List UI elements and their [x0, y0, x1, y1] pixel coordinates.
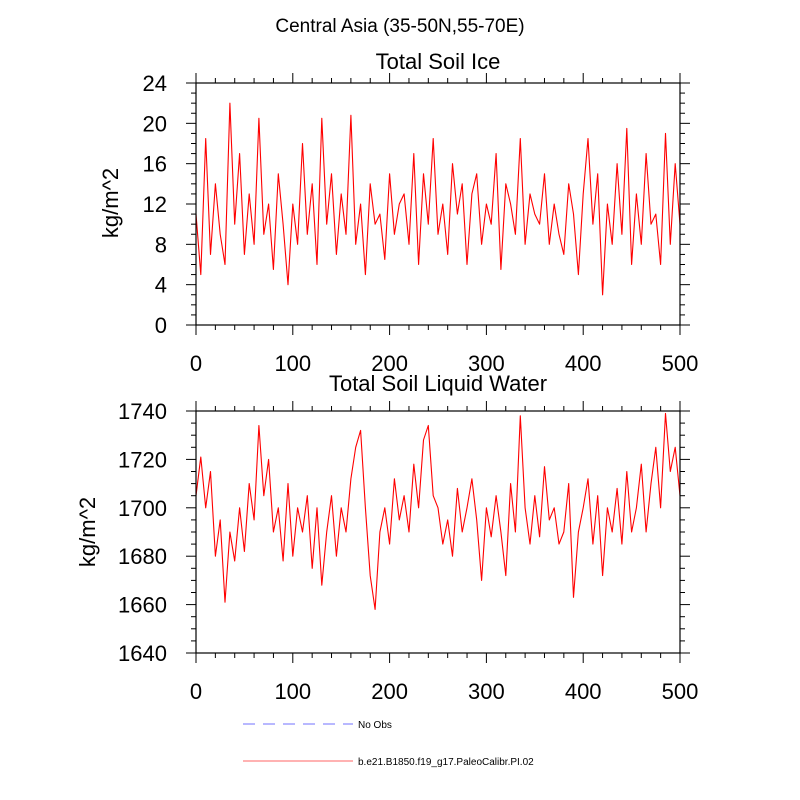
y-tick-label: 1660: [118, 593, 167, 618]
y-tick-label: 1680: [118, 544, 167, 569]
figure-title: Central Asia (35-50N,55-70E): [275, 16, 524, 37]
x-tick-label: 0: [190, 351, 202, 376]
legend-label-no-obs: No Obs: [358, 720, 392, 731]
x-tick-label: 500: [662, 679, 699, 704]
x-tick-label: 400: [565, 679, 602, 704]
panel-soil-liquid-water: Total Soil Liquid Water kg/m^2 0 100 200 30…: [75, 371, 698, 704]
y-axis-label: kg/m^2: [75, 497, 100, 567]
x-tick-label: 100: [274, 351, 311, 376]
plot-frame: [195, 410, 681, 654]
y-tick-label: 4: [155, 273, 167, 298]
y-tick-label: 24: [143, 71, 167, 96]
panel-soil-ice: Total Soil Ice kg/m^2 0 100 200 300 400 500 0 4…: [98, 49, 698, 376]
panel-title: Total Soil Ice: [376, 49, 501, 74]
y-tick-label: 0: [155, 313, 167, 338]
series-line-0: [195, 102, 681, 296]
y-tick-label: 12: [143, 192, 167, 217]
y-tick-label: 1640: [118, 641, 167, 666]
y-tick-label: 1740: [118, 399, 167, 424]
panel-title: Total Soil Liquid Water: [329, 371, 547, 396]
y-tick-label: 8: [155, 232, 167, 257]
legend: No Obs b.e21.B1850.f19_g17.PaleoCalibr.P…: [243, 720, 534, 768]
x-tick-label: 200: [371, 351, 408, 376]
y-axis-label: kg/m^2: [98, 168, 123, 238]
series-line-0: [195, 412, 681, 610]
y-tick-label: 16: [143, 152, 167, 177]
x-tick-label: 100: [274, 679, 311, 704]
y-tick-label: 1700: [118, 496, 167, 521]
x-tick-label: 500: [662, 351, 699, 376]
x-tick-label: 0: [190, 679, 202, 704]
y-tick-label: 1720: [118, 447, 167, 472]
x-tick-label: 300: [468, 679, 505, 704]
y-tick-label: 20: [143, 111, 167, 136]
x-tick-label: 200: [371, 679, 408, 704]
legend-label-model-run: b.e21.B1850.f19_g17.PaleoCalibr.PI.02: [358, 757, 534, 768]
x-tick-label: 400: [565, 351, 602, 376]
x-tick-label: 300: [468, 351, 505, 376]
